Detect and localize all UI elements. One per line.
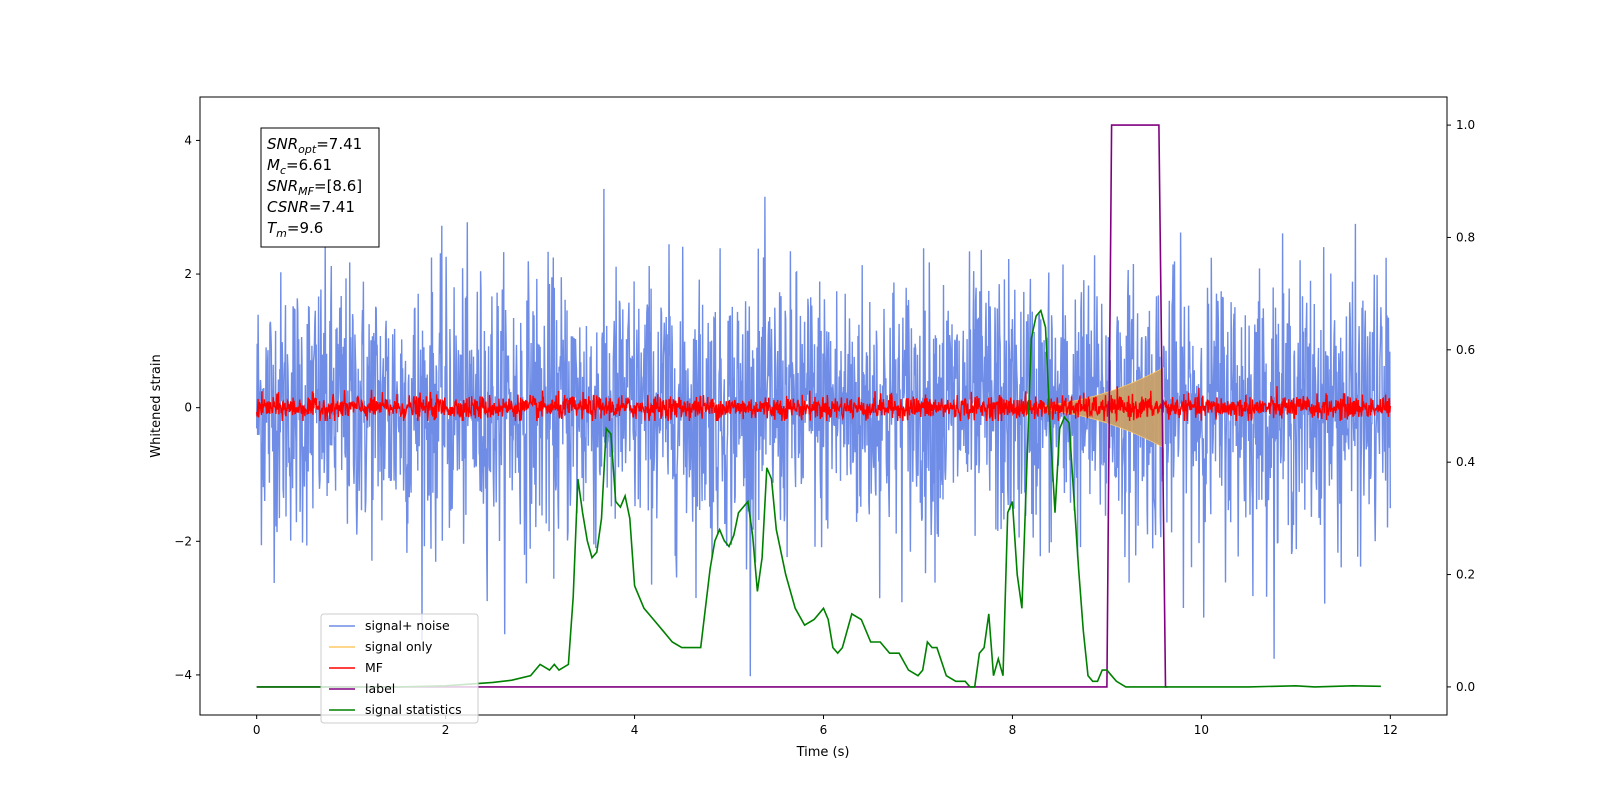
- info-line: Tm=9.6: [267, 219, 323, 240]
- x-tick-label: 12: [1383, 723, 1398, 737]
- y-tick-label: −4: [174, 668, 192, 682]
- x-axis-label: Time (s): [796, 745, 850, 760]
- legend: signal+ noise signal only MF label signal st…: [320, 613, 479, 724]
- right-axis-ticks: 1.0 0.8 0.6 0.4 0.2 0.0: [1447, 118, 1475, 694]
- right-tick-label: 0.4: [1456, 455, 1475, 469]
- right-tick-label: 0.0: [1456, 680, 1475, 694]
- info-line: Mc=6.61: [267, 156, 332, 177]
- x-tick-label: 8: [1009, 723, 1017, 737]
- legend-frame: [320, 613, 479, 724]
- right-tick-label: 0.8: [1456, 230, 1475, 244]
- info-box-frame: [260, 127, 380, 248]
- y-axis-label: Whitened strain: [149, 354, 164, 457]
- right-tick-label: 0.2: [1456, 568, 1475, 582]
- y-axis-ticks: 4 2 0 −2 −4: [174, 133, 200, 682]
- series-signal-plus-noise-line: [256, 188, 1391, 677]
- info-line: SNRopt=7.41: [267, 135, 362, 156]
- right-tick-label: 1.0: [1456, 118, 1475, 132]
- legend-entry: label: [365, 681, 395, 696]
- x-tick-label: 4: [631, 723, 639, 737]
- series-mf-line: [256, 386, 1391, 423]
- info-line: CSNR=7.41: [267, 198, 355, 216]
- x-tick-label: 0: [253, 723, 261, 737]
- right-tick-label: 0.6: [1456, 343, 1475, 357]
- legend-entry: signal+ noise: [365, 618, 450, 633]
- y-tick-label: 0: [184, 401, 192, 415]
- legend-entry: signal only: [365, 639, 433, 654]
- y-tick-label: 2: [184, 267, 192, 281]
- x-tick-label: 2: [442, 723, 450, 737]
- y-tick-label: 4: [184, 133, 192, 147]
- y-tick-label: −2: [174, 534, 192, 548]
- data-layer: [256, 124, 1391, 688]
- x-tick-label: 10: [1194, 723, 1209, 737]
- legend-entry: MF: [365, 660, 383, 675]
- x-axis-ticks: 0 2 4 6 8 10 12: [253, 715, 1398, 737]
- info-line: SNRMF=[8.6]: [267, 177, 362, 198]
- series-signal-statistics-line: [256, 308, 1381, 688]
- x-tick-label: 6: [820, 723, 828, 737]
- legend-entry: signal statistics: [365, 702, 462, 717]
